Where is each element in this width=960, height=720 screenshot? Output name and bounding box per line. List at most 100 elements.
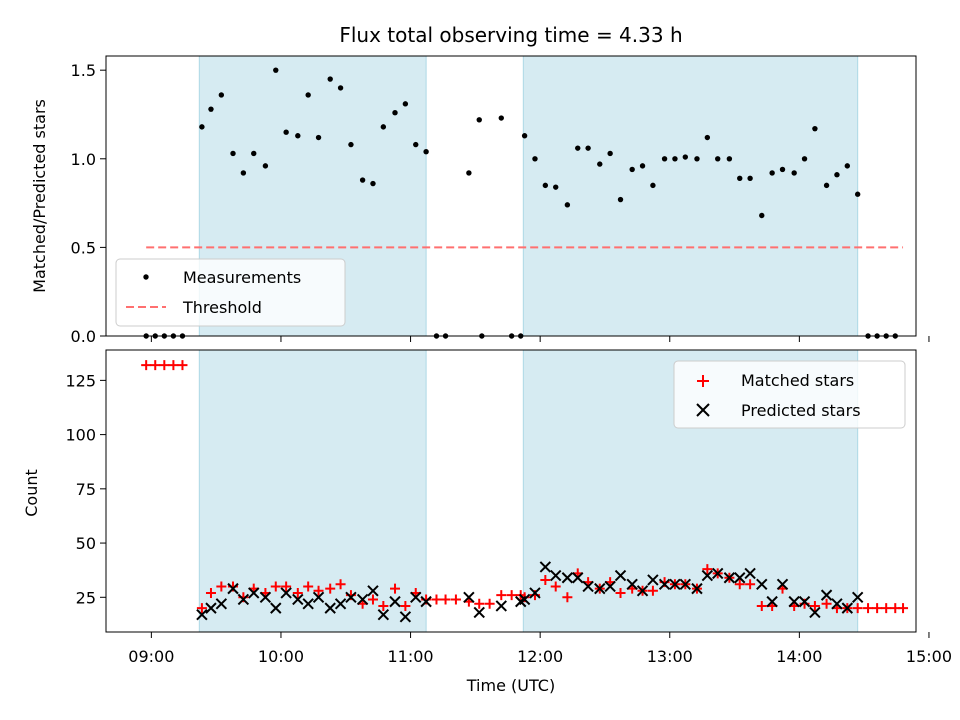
measurement-point	[747, 175, 753, 181]
predicted-star-point	[345, 591, 357, 603]
matched-star-point	[496, 590, 507, 601]
predicted-star-point	[227, 582, 239, 595]
measurement-point	[199, 124, 205, 130]
matched-star-point	[734, 579, 745, 590]
legend-matched-label: Matched stars	[741, 371, 854, 390]
measurement-point	[392, 110, 398, 116]
predicted-star-point	[495, 600, 507, 612]
predicted-star-point	[636, 585, 649, 597]
measurement-point	[694, 156, 700, 162]
measurement-point	[476, 117, 482, 123]
measurement-point	[617, 196, 624, 203]
count-xtick-label: 09:00	[128, 647, 174, 666]
matched-star-point	[821, 598, 832, 609]
chart-title: Flux total observing time = 4.33 h	[339, 23, 682, 47]
ratio-ytick-label: 1.0	[71, 150, 96, 169]
predicted-star-point	[647, 574, 659, 586]
legend-predicted-marker	[696, 403, 710, 417]
measurement-point	[564, 202, 571, 208]
legend-measurements-marker	[143, 274, 149, 280]
matched-star-point	[378, 600, 389, 611]
matched-star-point	[898, 603, 909, 614]
count-panel: 25 50 75 100 125 09:00 10:00 11:00 12:00 13:00 14…	[22, 349, 952, 695]
matched-star-point	[168, 360, 179, 371]
matched-star-point	[400, 600, 411, 611]
ratio-panel: 0.0 0.5 1.0 1.5 Matched/Predicted stars Mea…	[30, 55, 930, 346]
predicted-star-point	[572, 572, 584, 584]
predicted-star-point	[302, 598, 314, 610]
measurement-point	[305, 92, 311, 98]
matched-star-point	[325, 583, 336, 594]
matched-star-point	[647, 585, 658, 596]
matched-star-point	[484, 598, 495, 609]
measurement-point	[498, 115, 504, 121]
predicted-star-point	[205, 602, 217, 614]
count-xtick-label: 11:00	[388, 647, 434, 666]
matched-star-point	[205, 587, 216, 598]
measurement-point	[607, 150, 613, 157]
predicted-star-point	[594, 582, 606, 595]
predicted-star-point	[215, 598, 228, 610]
measurement-point	[597, 161, 603, 167]
legend-predicted-label: Predicted stars	[741, 401, 861, 420]
legend-matched-marker	[697, 375, 709, 387]
predicted-star-point	[292, 593, 304, 606]
measurement-point	[704, 134, 711, 141]
predicted-star-point	[809, 606, 821, 619]
measurement-point	[380, 124, 387, 130]
predicted-star-point	[420, 595, 432, 608]
measurement-point	[521, 133, 528, 139]
measurement-point	[553, 184, 559, 190]
predicted-star-point	[518, 593, 531, 606]
matched-star-point	[809, 600, 820, 611]
predicted-star-point	[270, 602, 282, 614]
measurement-point	[650, 182, 656, 189]
matched-star-point	[150, 360, 161, 371]
measurement-point	[672, 156, 678, 162]
predicted-star-point	[820, 589, 833, 601]
measurement-point	[779, 166, 786, 173]
measurement-point	[542, 182, 549, 189]
count-legend: Matched stars Predicted stars	[673, 360, 906, 429]
matched-star-point	[159, 360, 170, 371]
matched-star-point	[216, 581, 227, 592]
measurement-point	[208, 106, 214, 112]
measurement-point	[283, 129, 289, 135]
predicted-star-point	[248, 587, 260, 599]
measurement-point	[575, 145, 581, 151]
matched-star-point	[863, 603, 874, 614]
matched-star-point	[450, 594, 461, 605]
predicted-star-point	[377, 608, 390, 621]
count-ytick-label: 100	[65, 426, 96, 445]
measurement-point	[295, 133, 301, 139]
ratio-panel-frame	[105, 55, 917, 337]
matched-star-point	[745, 579, 756, 590]
count-legend-box	[673, 360, 906, 429]
matched-star-point	[540, 574, 551, 585]
measurement-point	[423, 148, 429, 155]
matched-star-point	[431, 594, 442, 605]
predicted-star-point	[410, 591, 422, 603]
predicted-star-point	[734, 572, 746, 584]
predicted-star-point	[604, 580, 616, 593]
ratio-ytick-label: 1.5	[71, 61, 96, 80]
measurement-point	[230, 150, 236, 157]
measurement-point	[834, 172, 840, 178]
matched-star-point	[335, 579, 346, 590]
predicted-star-point	[334, 598, 347, 610]
predicted-star-point	[776, 578, 789, 590]
measurement-point	[240, 170, 247, 176]
matched-star-point	[881, 603, 892, 614]
matched-star-point	[506, 590, 517, 601]
measurement-point	[737, 175, 743, 181]
matched-star-point	[196, 603, 207, 614]
matched-star-point	[313, 585, 324, 596]
predicted-star-point	[196, 608, 208, 621]
measurement-point	[273, 67, 279, 73]
ratio-y-axis-label: Matched/Predicted stars	[30, 99, 49, 293]
count-ytick-label: 125	[65, 371, 96, 390]
matched-star-point	[474, 598, 485, 609]
measurement-point	[402, 101, 409, 107]
count-y-axis-label: Count	[22, 469, 41, 517]
